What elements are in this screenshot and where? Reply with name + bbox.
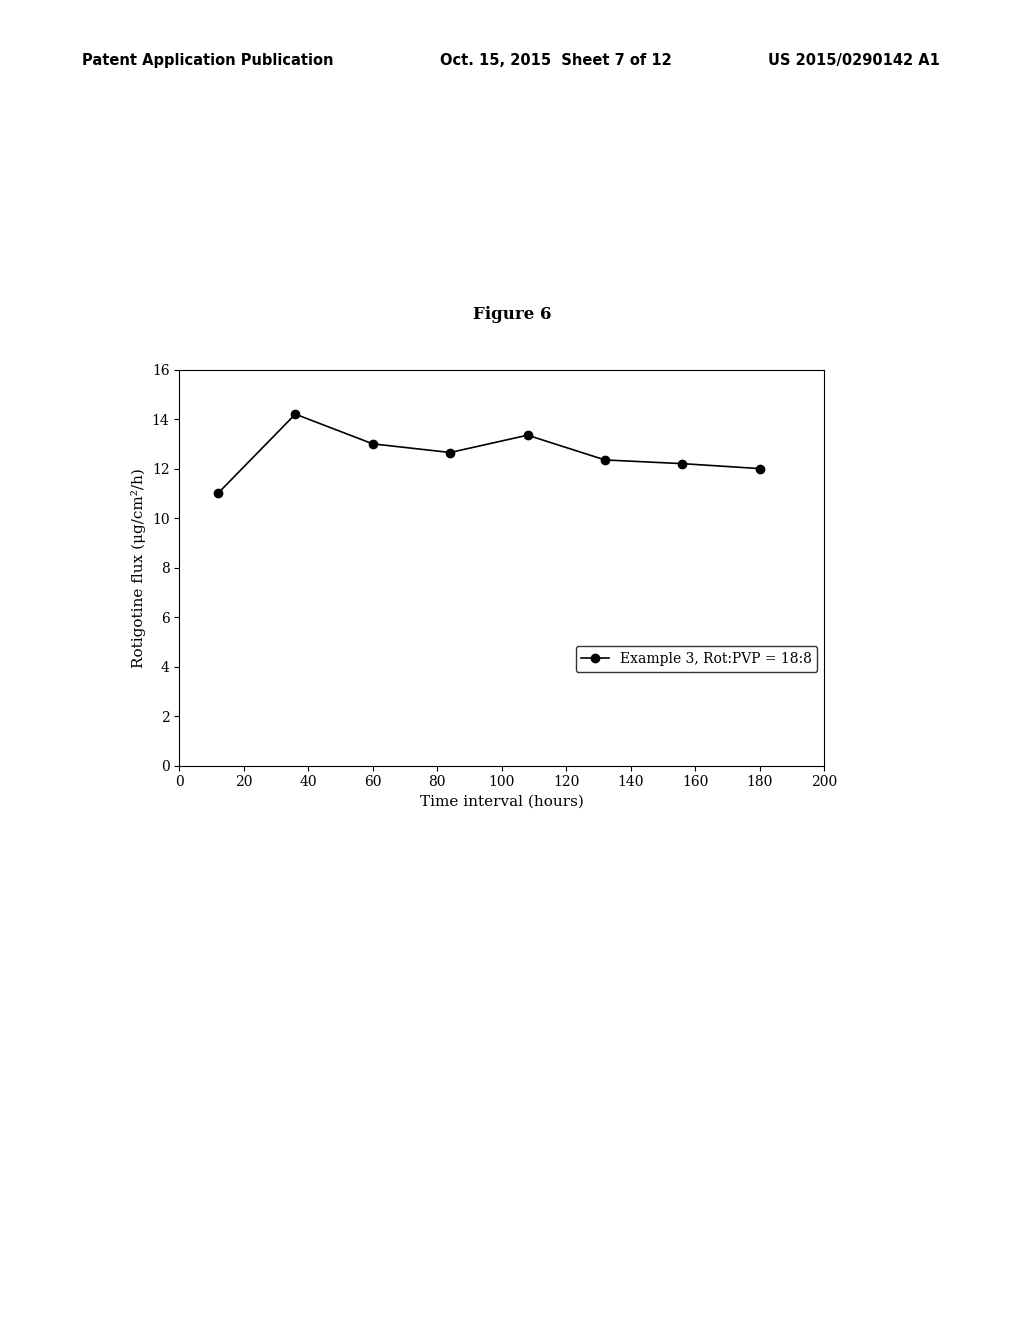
Y-axis label: Rotigotine flux (μg/cm²/h): Rotigotine flux (μg/cm²/h) bbox=[131, 467, 146, 668]
Text: Oct. 15, 2015  Sheet 7 of 12: Oct. 15, 2015 Sheet 7 of 12 bbox=[440, 53, 672, 67]
X-axis label: Time interval (hours): Time interval (hours) bbox=[420, 795, 584, 809]
Text: Patent Application Publication: Patent Application Publication bbox=[82, 53, 334, 67]
Text: US 2015/0290142 A1: US 2015/0290142 A1 bbox=[768, 53, 940, 67]
Text: Figure 6: Figure 6 bbox=[473, 306, 551, 323]
Legend: Example 3, Rot:PVP = 18:8: Example 3, Rot:PVP = 18:8 bbox=[575, 647, 817, 672]
